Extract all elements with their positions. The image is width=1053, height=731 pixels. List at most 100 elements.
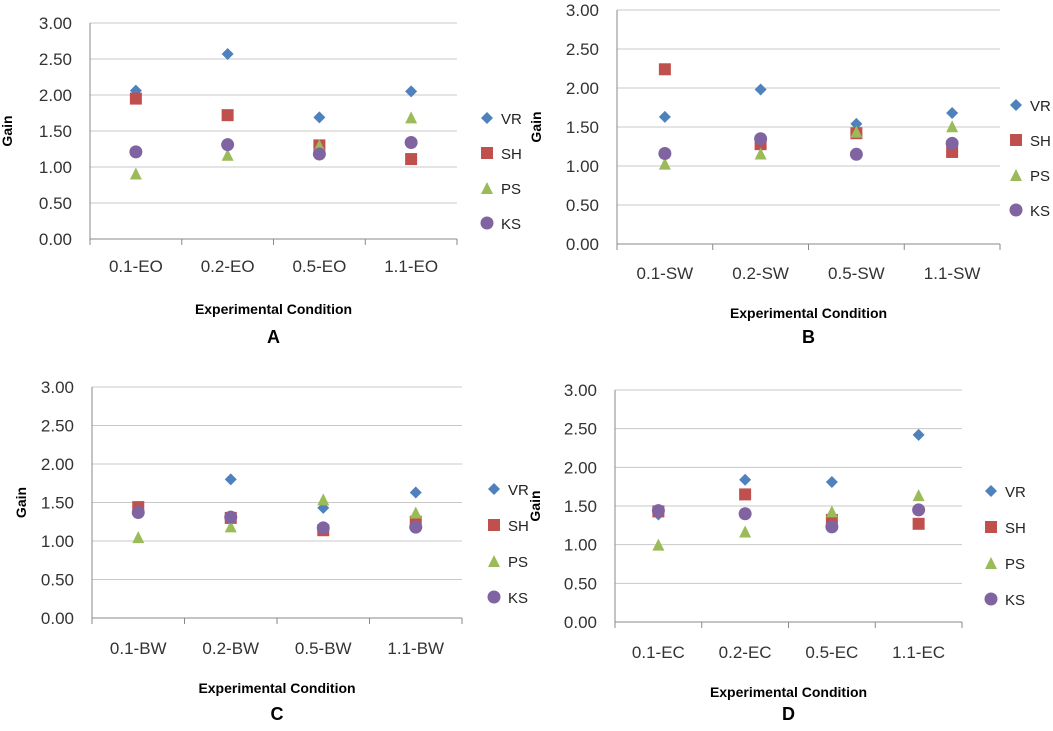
point-ps [850,125,863,138]
legend-label-ks: KS [508,590,528,607]
legend-marker-sh [985,521,997,533]
chart-panel-d: 0.00 0.50 1.00 1.50 2.00 2.50 3.00 0.1-EC 0.2-EC… [527,381,1026,724]
point-ks [912,503,926,517]
y-tick-label: 1.00 [564,536,597,555]
legend-label-ks: KS [1030,203,1050,220]
x-tick-label: 1.1-EO [384,257,438,276]
x-tick-label: 0.2-EO [201,257,255,276]
legend-label-vr: VR [508,482,529,499]
y-tick-label: 2.00 [39,86,72,105]
point-ks [738,507,752,521]
point-ps [754,147,767,160]
point-vr [850,117,863,130]
legend-marker-ps [1010,169,1022,181]
point-ps [652,538,665,551]
point-vr [912,428,925,441]
y-tick-label: 0.00 [41,609,74,628]
point-vr [754,83,767,96]
legend-label-ps: PS [1005,556,1025,573]
point-ps [129,167,142,180]
chart-panel-a: 0.00 0.50 1.00 1.50 2.00 2.50 3.00 0.1-EO 0.2-EO… [0,14,522,347]
point-ps [912,489,925,502]
legend-label-vr: VR [1005,484,1026,501]
x-tick-label: 1.1-EC [892,643,945,662]
legend-marker-vr [985,485,997,497]
legend-marker-ps [488,555,500,567]
panel-label: C [271,704,284,724]
legend-marker-vr [1010,99,1022,111]
point-ks [409,520,423,534]
legend-label-sh: SH [1005,520,1026,537]
y-tick-label: 3.00 [39,14,72,33]
point-sh [912,517,925,530]
point-ps [658,157,671,170]
y-tick-label: 1.00 [41,532,74,551]
y-tick-label: 0.50 [566,196,599,215]
point-ks [404,136,418,150]
y-tick-label: 3.00 [566,1,599,20]
y-axis-title: Gain [0,115,15,146]
point-vr [221,47,234,60]
point-vr [946,106,959,119]
point-ks [316,521,330,535]
chart-panel-c: 0.00 0.50 1.00 1.50 2.00 2.50 3.00 0.1-BW 0.2-BW… [13,378,529,724]
x-axis-title: Experimental Condition [730,305,887,321]
x-tick-label: 0.2-SW [732,264,789,283]
point-sh [221,109,234,122]
legend-marker-sh [488,519,500,531]
point-ks [224,510,238,524]
x-tick-label: 0.5-SW [828,264,885,283]
y-tick-label: 2.00 [566,79,599,98]
y-tick-label: 2.50 [39,50,72,69]
point-ps [224,520,237,533]
panel-label: D [782,704,795,724]
y-tick-label: 1.00 [39,158,72,177]
y-tick-label: 1.50 [566,118,599,137]
x-axis-title: Experimental Condition [195,301,352,317]
y-tick-label: 0.50 [41,571,74,590]
legend-marker-sh [481,147,493,159]
x-axis-title: Experimental Condition [198,680,355,696]
y-tick-label: 2.00 [41,455,74,474]
legend-marker-ks [480,216,494,230]
legend-label-sh: SH [501,146,522,163]
point-ps [405,111,418,124]
x-tick-label: 1.1-BW [387,639,444,658]
point-ks [312,147,326,161]
point-ks [651,504,665,518]
point-ps [317,493,330,506]
point-ps [409,506,422,519]
x-tick-label: 0.5-BW [295,639,352,658]
point-ks [754,132,768,146]
point-sh [405,153,418,166]
x-tick-label: 0.5-EO [292,257,346,276]
y-tick-label: 2.50 [564,420,597,439]
y-tick-label: 0.00 [564,613,597,632]
y-tick-label: 2.00 [564,458,597,477]
legend-marker-sh [1010,134,1022,146]
x-tick-label: 0.1-SW [637,264,694,283]
x-tick-label: 0.1-EO [109,257,163,276]
panel-label: A [267,327,280,347]
legend-marker-vr [488,483,500,495]
legend-marker-ks [1009,203,1023,217]
y-tick-label: 2.50 [41,417,74,436]
point-ps [946,120,959,133]
point-vr [313,111,326,124]
point-ks [945,136,959,150]
point-vr [825,476,838,489]
legend-marker-ps [985,557,997,569]
point-sh [739,488,752,501]
point-vr [409,486,422,499]
y-axis-title: Gain [528,111,544,142]
point-vr [405,85,418,98]
point-sh [129,92,142,105]
point-ps [221,148,234,161]
legend-label-ps: PS [501,181,521,198]
legend-marker-vr [481,112,493,124]
legend-marker-ks [487,590,501,604]
point-ks [658,147,672,161]
legend-label-ps: PS [1030,168,1050,185]
panel-label: B [802,327,815,347]
